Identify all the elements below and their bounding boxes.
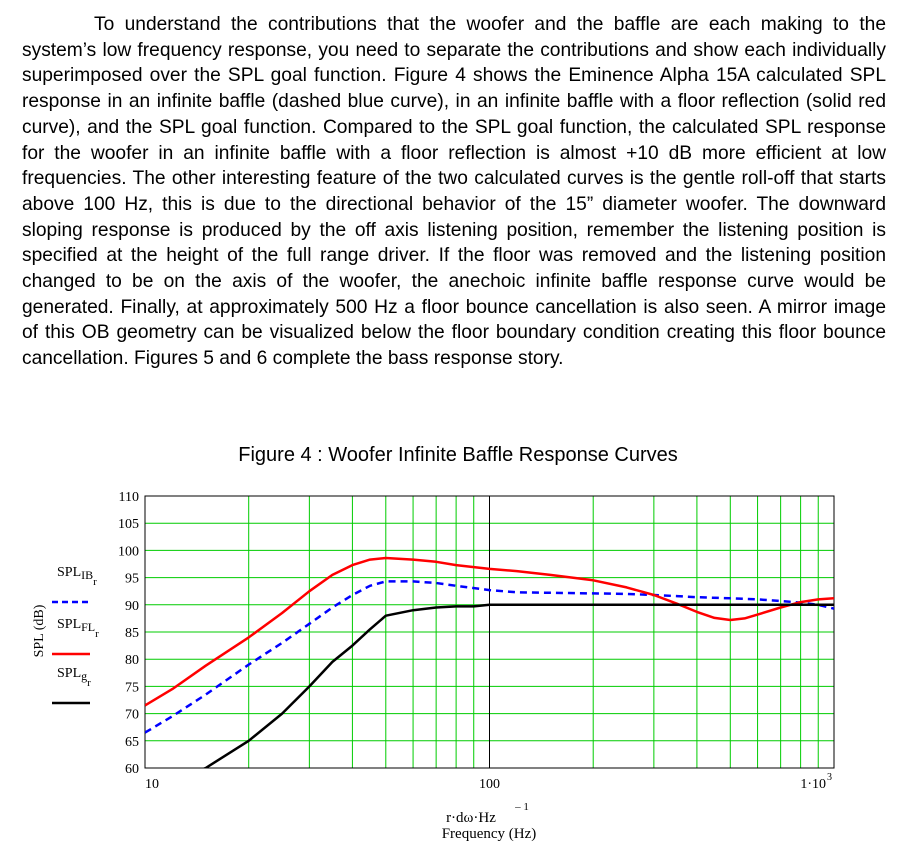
x-tick-label-exponent: 3	[827, 772, 832, 783]
x-axis-expression: r·dω·Hz	[446, 810, 496, 826]
x-axis-expression-exponent: – 1	[514, 801, 529, 813]
y-tick-label: 75	[125, 680, 139, 695]
y-tick-label: 70	[125, 708, 139, 723]
y-tick-label: 65	[125, 735, 139, 750]
y-tick-label: 85	[125, 626, 139, 641]
y-tick-label: 95	[125, 572, 139, 587]
y-tick-label: 110	[119, 490, 139, 505]
x-tick-label: 1·10	[800, 777, 826, 792]
y-tick-labels: 60 65 70 75 80 85 90 95 100 105 110	[118, 490, 139, 777]
x-tick-label: 100	[479, 777, 500, 792]
legend-entry-SPLFL: SPLFLr	[52, 617, 99, 654]
x-tick-labels: 10 100 1·10 3	[145, 772, 832, 792]
x-axis-label: Frequency (Hz)	[442, 826, 537, 842]
legend-label: SPLIBr	[57, 565, 97, 588]
y-tick-label: 100	[118, 544, 139, 559]
y-tick-label: 90	[125, 599, 139, 614]
legend-entry-SPLg: SPLgr	[52, 666, 91, 703]
legend: SPLIBr SPLFLr SPLgr	[52, 565, 99, 703]
y-tick-label: 60	[125, 762, 139, 777]
grid	[145, 496, 834, 768]
legend-label: SPLFLr	[57, 617, 99, 640]
legend-label: SPLgr	[57, 666, 91, 689]
x-tick-label: 10	[145, 777, 159, 792]
y-tick-label: 80	[125, 653, 139, 668]
legend-entry-SPLIB: SPLIBr	[52, 565, 97, 602]
y-axis-label: SPL (dB)	[32, 604, 47, 657]
y-tick-label: 105	[118, 517, 139, 532]
